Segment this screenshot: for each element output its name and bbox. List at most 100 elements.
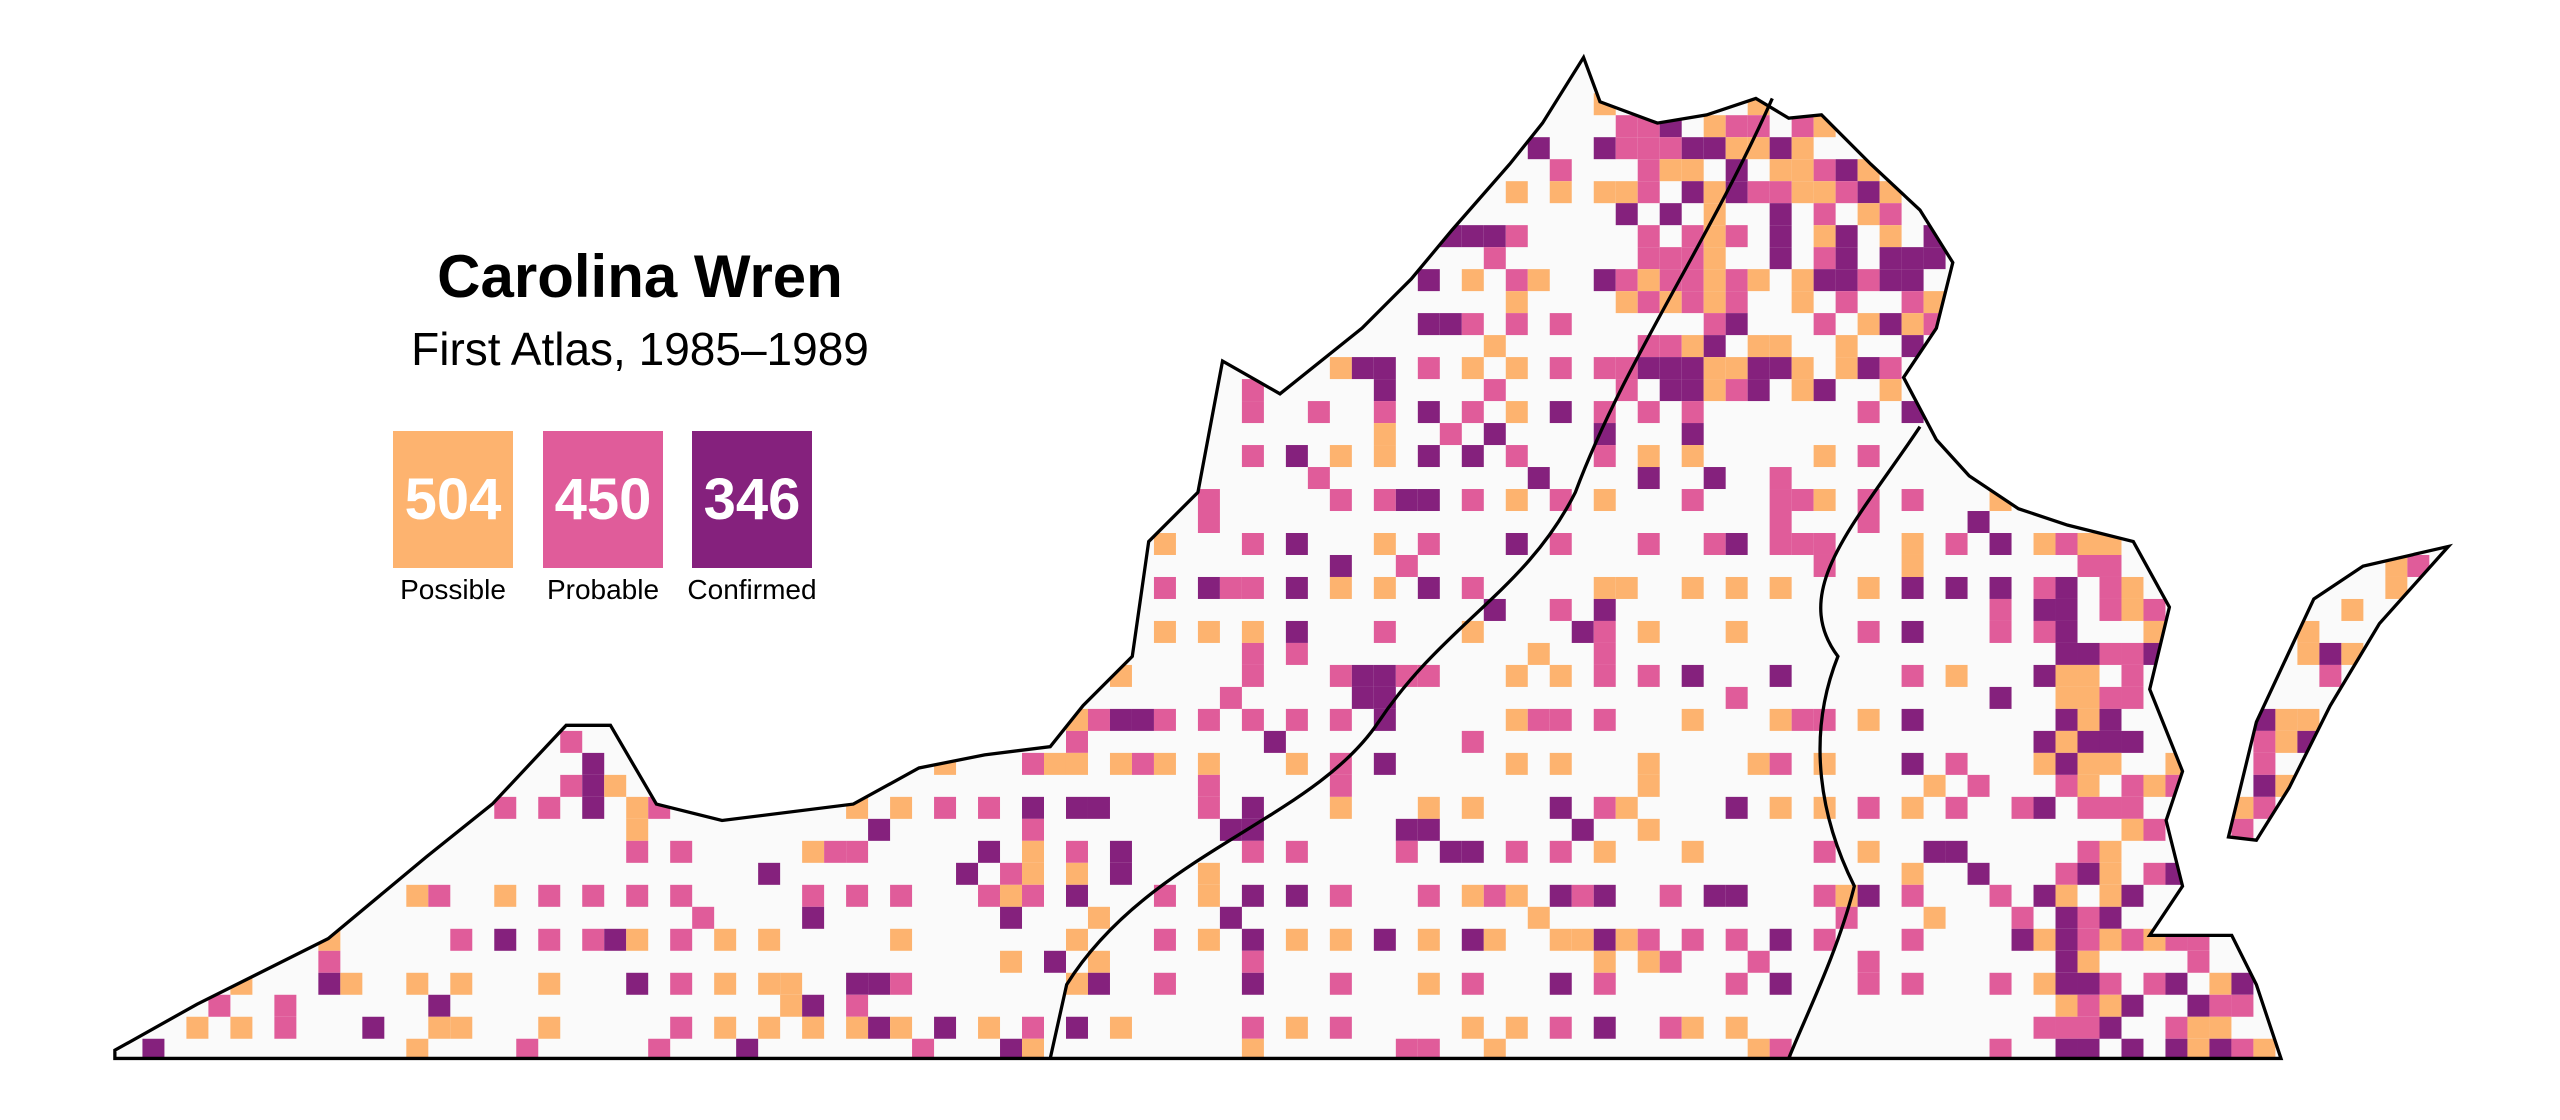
atlas-block-probable [1549, 598, 1572, 621]
atlas-block-confirmed [1857, 181, 1880, 204]
atlas-block-confirmed [1241, 884, 1264, 907]
atlas-block-possible [714, 928, 737, 951]
atlas-block-possible [406, 884, 429, 907]
atlas-block-possible [1461, 796, 1484, 819]
atlas-block-probable [1549, 1016, 1572, 1039]
atlas-block-possible [1022, 1038, 1045, 1059]
atlas-block-probable [626, 884, 649, 907]
atlas-block-confirmed [1087, 796, 1110, 819]
atlas-block-confirmed [1417, 445, 1440, 468]
atlas-block-confirmed [1373, 928, 1396, 951]
atlas-block-confirmed [1945, 840, 1968, 863]
atlas-block-possible [1065, 862, 1088, 885]
atlas-block-probable [2033, 1016, 2056, 1039]
atlas-block-probable [1725, 972, 1748, 995]
atlas-block-possible [2077, 708, 2100, 731]
atlas-block-confirmed [1461, 445, 1484, 468]
atlas-block-probable [1659, 137, 1682, 160]
atlas-block-probable [1637, 291, 1660, 314]
atlas-block-possible [1615, 181, 1638, 204]
atlas-block-probable [1769, 511, 1792, 533]
atlas-block-possible [2099, 862, 2122, 885]
atlas-block-possible [2385, 576, 2408, 599]
atlas-block-probable [1593, 708, 1616, 731]
atlas-block-possible [1681, 708, 1704, 731]
atlas-block-confirmed [2055, 1038, 2078, 1059]
atlas-block-possible [1791, 159, 1814, 182]
atlas-block-confirmed [2121, 730, 2144, 753]
atlas-block-confirmed [1087, 972, 1110, 995]
atlas-block-possible [1923, 774, 1946, 797]
atlas-block-possible [1813, 181, 1836, 204]
atlas-block-possible [450, 972, 473, 995]
atlas-block-probable [2165, 928, 2188, 951]
atlas-block-probable [582, 884, 605, 907]
atlas-block-probable [2121, 664, 2144, 687]
atlas-block-probable [1813, 928, 1836, 951]
atlas-block-possible [1901, 862, 1924, 885]
atlas-block-confirmed [2253, 774, 2276, 797]
atlas-block-probable [1681, 225, 1704, 248]
atlas-block-possible [1505, 664, 1528, 687]
atlas-block-probable [1241, 576, 1264, 599]
atlas-block-possible [2055, 884, 2078, 907]
atlas-block-probable [1461, 313, 1484, 336]
atlas-block-probable [1769, 467, 1792, 490]
atlas-block-possible [1329, 796, 1352, 819]
atlas-block-possible [1483, 1038, 1506, 1059]
atlas-block-possible [780, 972, 803, 995]
atlas-block-confirmed [2055, 906, 2078, 929]
atlas-block-probable [2077, 906, 2100, 929]
atlas-block-possible [1593, 950, 1616, 973]
atlas-block-possible [2121, 818, 2144, 841]
atlas-block-probable [1637, 335, 1660, 358]
atlas-block-possible [1659, 159, 1682, 182]
atlas-block-probable [1285, 642, 1308, 665]
atlas-block-probable [1637, 159, 1660, 182]
atlas-block-confirmed [1461, 840, 1484, 863]
atlas-block-probable [1857, 269, 1880, 292]
atlas-block-probable [1461, 401, 1484, 424]
atlas-block-probable [582, 928, 605, 951]
atlas-block-probable [1659, 1016, 1682, 1039]
atlas-block-probable [1549, 159, 1572, 182]
atlas-block-confirmed [1593, 598, 1616, 621]
atlas-block-probable [1857, 950, 1880, 973]
atlas-block-probable [1989, 1038, 2012, 1059]
atlas-block-probable [450, 928, 473, 951]
atlas-block-probable [1615, 357, 1638, 380]
legend-possible-label: Possible [400, 574, 506, 605]
atlas-block-probable [1571, 884, 1594, 907]
atlas-block-confirmed [1065, 796, 1088, 819]
atlas-block-confirmed [1549, 884, 1572, 907]
atlas-block-possible [1857, 708, 1880, 731]
atlas-block-probable [648, 1038, 671, 1059]
atlas-block-probable [1901, 291, 1924, 314]
atlas-block-probable [1791, 489, 1814, 512]
atlas-block-probable [1681, 291, 1704, 314]
atlas-block-possible [1681, 1016, 1704, 1039]
atlas-block-probable [2033, 620, 2056, 643]
atlas-block-probable [318, 950, 341, 973]
atlas-block-confirmed [1593, 137, 1616, 160]
atlas-block-possible [1065, 972, 1088, 995]
atlas-block-confirmed [1483, 225, 1506, 248]
atlas-block-probable [2121, 774, 2144, 797]
atlas-block-probable [1813, 708, 1836, 731]
atlas-block-probable [2099, 554, 2122, 577]
atlas-block-probable [2099, 686, 2122, 709]
atlas-block-possible [1681, 445, 1704, 468]
atlas-block-confirmed [2055, 598, 2078, 621]
atlas-block-probable [824, 840, 847, 863]
atlas-block-probable [846, 884, 869, 907]
atlas-block-confirmed [1989, 686, 2012, 709]
atlas-block-probable [2187, 928, 2210, 951]
atlas-block-possible [1593, 576, 1616, 599]
atlas-block-possible [230, 1016, 253, 1039]
atlas-block-probable [1989, 884, 2012, 907]
atlas-block-probable [1285, 840, 1308, 863]
atlas-block-possible [186, 1016, 209, 1039]
atlas-block-possible [1065, 752, 1088, 775]
atlas-block-confirmed [604, 928, 627, 951]
atlas-block-probable [1813, 532, 1836, 555]
